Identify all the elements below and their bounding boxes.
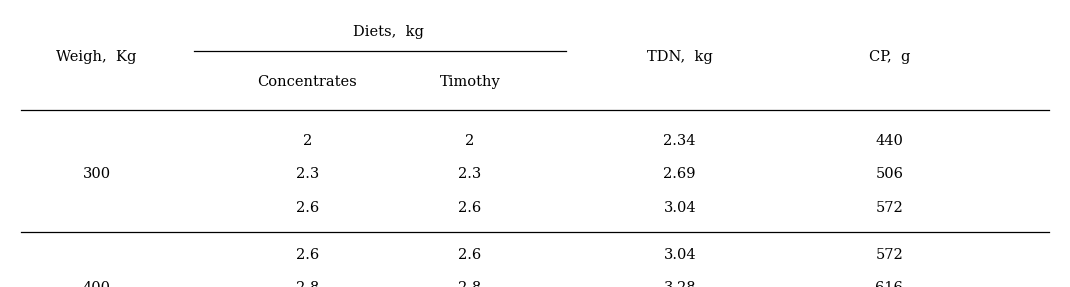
Text: 616: 616: [875, 281, 903, 287]
Text: 300: 300: [82, 167, 111, 181]
Text: 2.69: 2.69: [663, 167, 696, 181]
Text: 2.3: 2.3: [458, 167, 482, 181]
Text: 2: 2: [303, 134, 312, 148]
Text: 3.28: 3.28: [663, 281, 696, 287]
Text: 2.6: 2.6: [458, 201, 482, 215]
Text: Diets,  kg: Diets, kg: [353, 26, 424, 39]
Text: 572: 572: [875, 201, 903, 215]
Text: TDN,  kg: TDN, kg: [647, 50, 713, 64]
Text: 3.04: 3.04: [663, 248, 696, 261]
Text: Weigh,  Kg: Weigh, Kg: [57, 50, 137, 64]
Text: 2.8: 2.8: [295, 281, 319, 287]
Text: 506: 506: [875, 167, 903, 181]
Text: 2.6: 2.6: [458, 248, 482, 261]
Text: 2.6: 2.6: [295, 248, 319, 261]
Text: 2.34: 2.34: [663, 134, 696, 148]
Text: 3.04: 3.04: [663, 201, 696, 215]
Text: Timothy: Timothy: [440, 75, 501, 89]
Text: 2.8: 2.8: [458, 281, 482, 287]
Text: CP,  g: CP, g: [869, 50, 911, 64]
Text: Concentrates: Concentrates: [258, 75, 357, 89]
Text: 400: 400: [82, 281, 110, 287]
Text: 2.3: 2.3: [295, 167, 319, 181]
Text: 572: 572: [875, 248, 903, 261]
Text: 440: 440: [875, 134, 903, 148]
Text: 2: 2: [465, 134, 475, 148]
Text: 2.6: 2.6: [295, 201, 319, 215]
